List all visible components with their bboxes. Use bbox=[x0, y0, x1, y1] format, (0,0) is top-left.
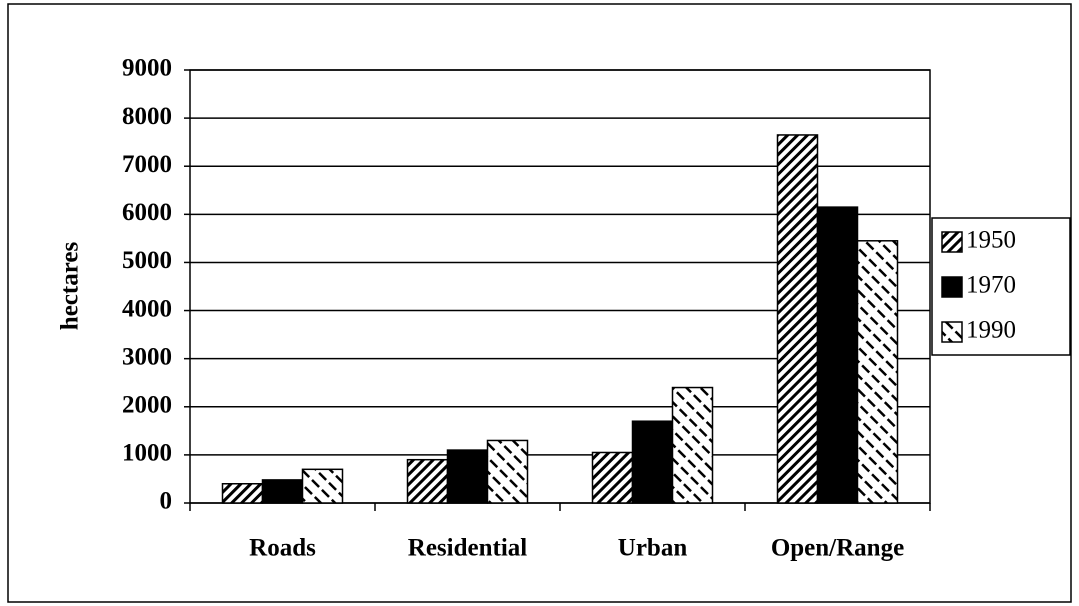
y-tick-label: 9000 bbox=[122, 55, 172, 82]
legend-label: 1970 bbox=[966, 272, 1016, 299]
bar bbox=[671, 386, 714, 504]
bar bbox=[301, 468, 344, 504]
legend-swatch bbox=[941, 276, 963, 298]
bar bbox=[221, 483, 264, 504]
legend-label: 1990 bbox=[966, 317, 1016, 344]
y-tick-label: 3000 bbox=[122, 343, 172, 370]
bar bbox=[856, 240, 899, 504]
x-tick-label: Urban bbox=[618, 535, 688, 562]
bar bbox=[631, 420, 674, 504]
bar bbox=[406, 458, 449, 504]
bar bbox=[591, 451, 634, 504]
x-tick-label: Open/Range bbox=[771, 535, 904, 562]
y-tick-label: 7000 bbox=[122, 151, 172, 178]
y-tick-label: 6000 bbox=[122, 199, 172, 226]
y-tick-label: 2000 bbox=[122, 392, 172, 419]
bar bbox=[261, 479, 304, 504]
y-tick-label: 1000 bbox=[122, 440, 172, 467]
y-tick-label: 4000 bbox=[122, 295, 172, 322]
bar bbox=[816, 206, 859, 504]
frame bbox=[7, 3, 1072, 603]
bar bbox=[776, 134, 819, 504]
y-tick-label: 5000 bbox=[122, 247, 172, 274]
y-tick-label: 8000 bbox=[122, 103, 172, 130]
x-tick-label: Residential bbox=[408, 535, 528, 562]
y-axis-label: hectares bbox=[57, 242, 84, 331]
legend-label: 1950 bbox=[966, 227, 1016, 254]
legend-swatch bbox=[941, 321, 963, 343]
bar bbox=[446, 449, 489, 504]
x-tick-label: Roads bbox=[249, 535, 316, 562]
y-tick-label: 0 bbox=[160, 488, 173, 515]
legend-swatch bbox=[941, 231, 963, 253]
bar bbox=[486, 439, 529, 504]
